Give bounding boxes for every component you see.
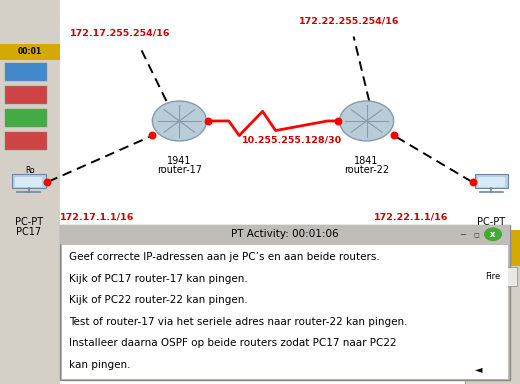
- Bar: [0, 44, 60, 60]
- Text: 1841: 1841: [354, 156, 379, 166]
- Text: PC17: PC17: [16, 227, 41, 237]
- Bar: [475, 174, 509, 188]
- Bar: [62, 245, 508, 379]
- Bar: [60, 225, 510, 244]
- Point: [43, 179, 51, 185]
- Text: Kijk of PC17 router-17 kan pingen.: Kijk of PC17 router-17 kan pingen.: [69, 274, 248, 284]
- Text: router-22: router-22: [344, 165, 389, 175]
- Text: 10.255.255.128/30: 10.255.255.128/30: [242, 136, 342, 145]
- Circle shape: [152, 101, 206, 141]
- Text: 172.22.255.254/16: 172.22.255.254/16: [299, 17, 399, 26]
- Circle shape: [485, 228, 501, 240]
- Text: 172.17.1.1/16: 172.17.1.1/16: [60, 212, 134, 222]
- Text: PT Activity: 00:01:06: PT Activity: 00:01:06: [231, 229, 339, 239]
- Text: Installeer daarna OSPF op beide routers zodat PC17 naar PC22: Installeer daarna OSPF op beide routers …: [69, 338, 397, 348]
- Text: PC-PT: PC-PT: [477, 217, 505, 227]
- Bar: [5, 86, 47, 104]
- Text: 172.17.255.254/16: 172.17.255.254/16: [70, 28, 171, 37]
- Text: router-17: router-17: [157, 165, 202, 175]
- Bar: [468, 267, 517, 286]
- Text: 172.22.1.1/16: 172.22.1.1/16: [374, 212, 449, 222]
- Bar: [60, 225, 510, 380]
- Text: ─: ─: [460, 230, 465, 239]
- Point: [148, 132, 157, 138]
- Text: PC-PT: PC-PT: [15, 217, 43, 227]
- Point: [469, 179, 477, 185]
- Bar: [0, 0, 520, 223]
- Text: Ro: Ro: [25, 166, 35, 175]
- Bar: [5, 109, 47, 127]
- Text: Geef correcte IP-adressen aan je PC’s en aan beide routers.: Geef correcte IP-adressen aan je PC’s en…: [69, 252, 380, 262]
- Text: ◄: ◄: [475, 364, 482, 374]
- Text: x: x: [490, 230, 496, 239]
- Text: Fire: Fire: [485, 272, 500, 281]
- Text: kan pingen.: kan pingen.: [69, 360, 131, 370]
- Bar: [11, 174, 46, 188]
- Bar: [465, 265, 520, 384]
- Bar: [5, 132, 47, 150]
- Text: 00:01: 00:01: [18, 47, 42, 56]
- Circle shape: [340, 101, 394, 141]
- Point: [334, 118, 342, 124]
- Text: 1941: 1941: [167, 156, 192, 166]
- Text: ◻: ◻: [473, 231, 479, 237]
- Text: PC22: PC22: [479, 227, 504, 237]
- Point: [204, 118, 212, 124]
- Bar: [0, 0, 60, 384]
- Bar: [15, 177, 43, 187]
- Point: [389, 132, 398, 138]
- Bar: [5, 63, 47, 81]
- Bar: [477, 177, 505, 187]
- Bar: [465, 230, 520, 265]
- Text: Kijk of PC22 router-22 kan pingen.: Kijk of PC22 router-22 kan pingen.: [69, 295, 248, 305]
- Text: Test of router-17 via het seriele adres naar router-22 kan pingen.: Test of router-17 via het seriele adres …: [69, 317, 408, 327]
